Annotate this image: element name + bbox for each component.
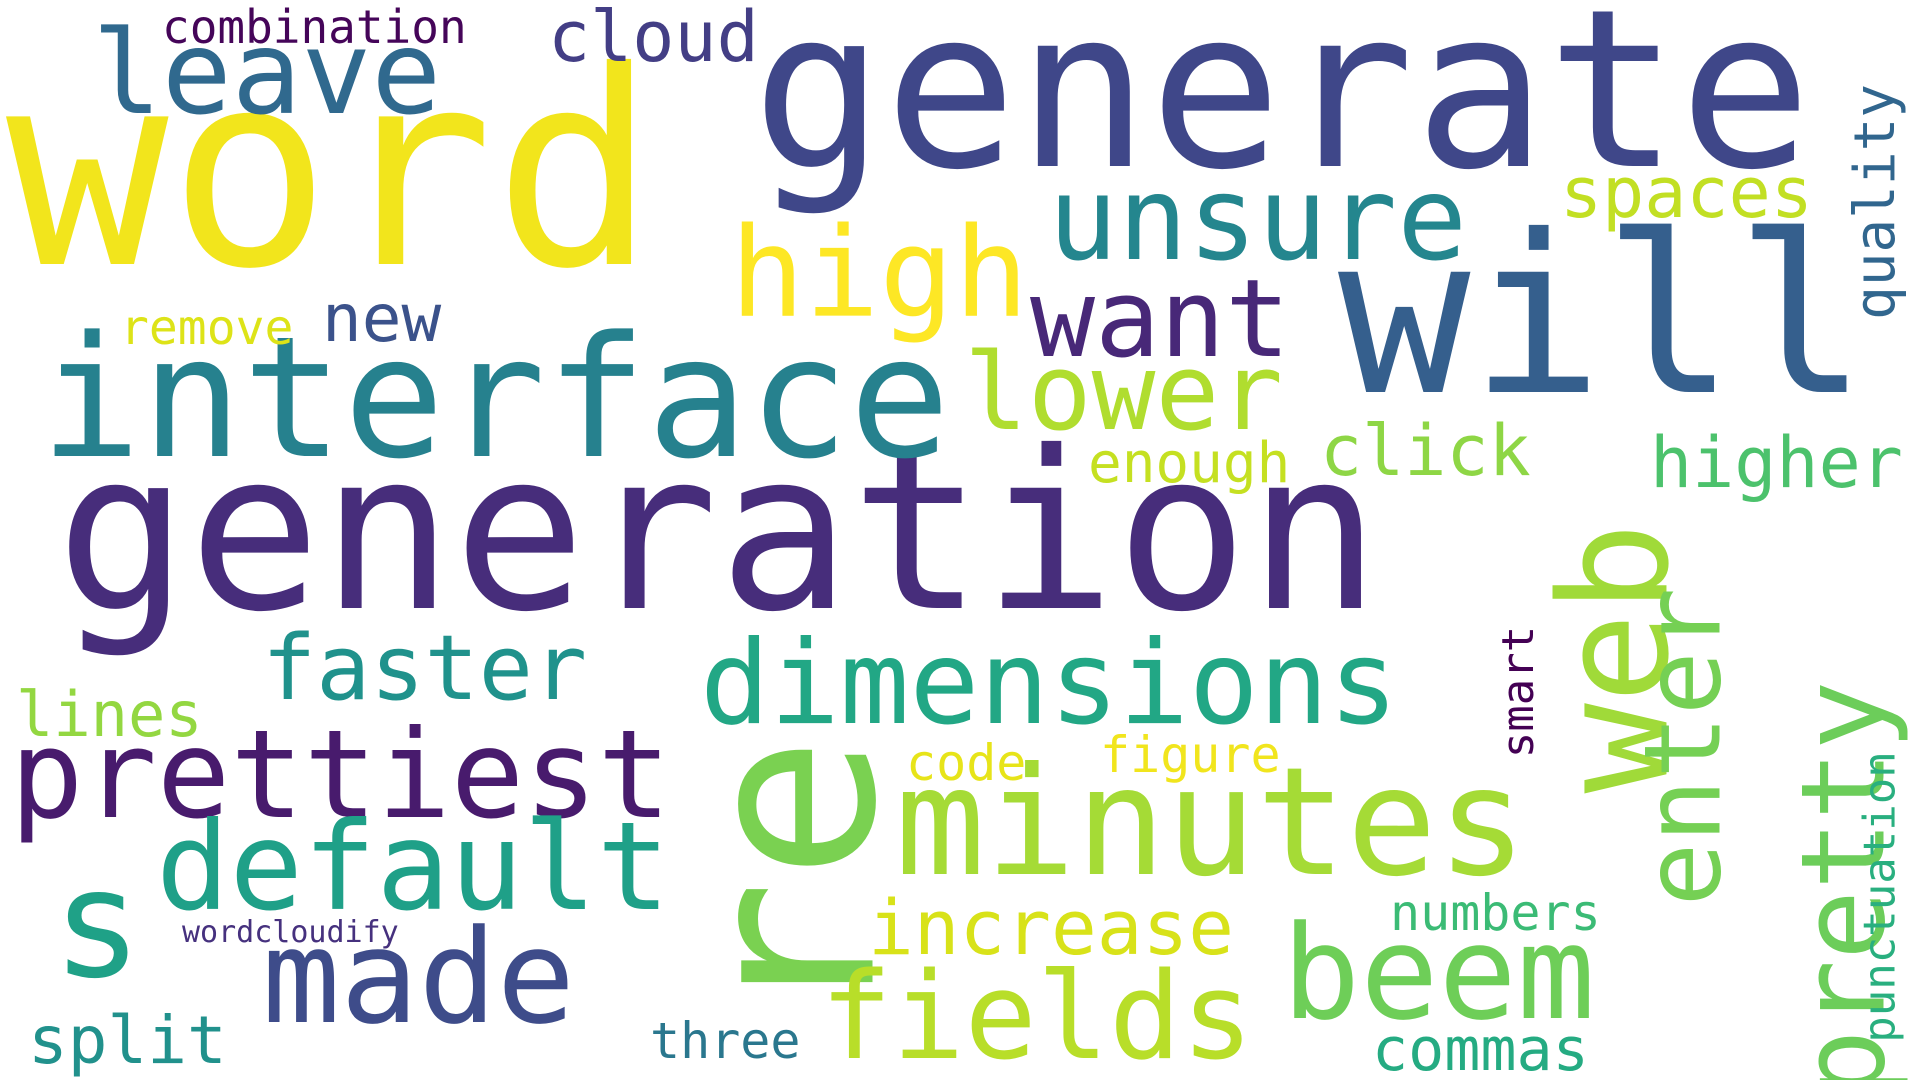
- word-prettiest: prettiest: [10, 704, 672, 846]
- word-combination: combination: [162, 0, 467, 54]
- word-numbers: numbers: [1390, 884, 1601, 942]
- word-high: high: [730, 202, 1029, 346]
- word-minutes: minutes: [895, 736, 1528, 910]
- word-will: will: [1338, 188, 1868, 444]
- word-leave: leave: [92, 6, 442, 141]
- word-lower: lower: [964, 331, 1284, 454]
- word-beem: beem: [1282, 897, 1596, 1049]
- word-enough: enough: [1088, 431, 1291, 496]
- word-cloud: cloud: [548, 0, 759, 78]
- word-click: click: [1320, 410, 1531, 492]
- word-figure: figure: [1100, 726, 1281, 784]
- word-code: code: [906, 734, 1027, 792]
- word-quality: quality: [1843, 83, 1909, 321]
- word-lines: lines: [16, 678, 203, 751]
- word-word: word: [6, 13, 657, 328]
- word-interface: interface: [40, 300, 951, 496]
- word-generation: generation: [56, 404, 1381, 660]
- word-remove: remove: [120, 300, 294, 356]
- word-want: want: [1030, 257, 1291, 382]
- word-three: three: [650, 1012, 801, 1070]
- word-unsure: unsure: [1048, 152, 1468, 287]
- word-higher: higher: [1650, 422, 1903, 504]
- word-wordcloudify: wordcloudify: [182, 915, 399, 950]
- word-made: made: [262, 901, 576, 1053]
- word-split: split: [28, 1002, 227, 1079]
- word-dimensions: dimensions: [700, 616, 1399, 751]
- word-fields: fields: [820, 948, 1254, 1080]
- word-enter: enter: [1621, 587, 1745, 907]
- word-punctuation: punctuation: [1854, 751, 1906, 1043]
- word-generate: generate: [752, 0, 1812, 218]
- word-default: default: [156, 796, 671, 938]
- word-new: new: [322, 280, 442, 357]
- word-s: s: [52, 838, 143, 1012]
- word-spaces: spaces: [1560, 152, 1813, 234]
- word-commas: commas: [1372, 1015, 1589, 1080]
- word-smart: smart: [1493, 625, 1545, 759]
- word-faster: faster: [262, 616, 588, 721]
- word-increase: increase: [868, 883, 1235, 972]
